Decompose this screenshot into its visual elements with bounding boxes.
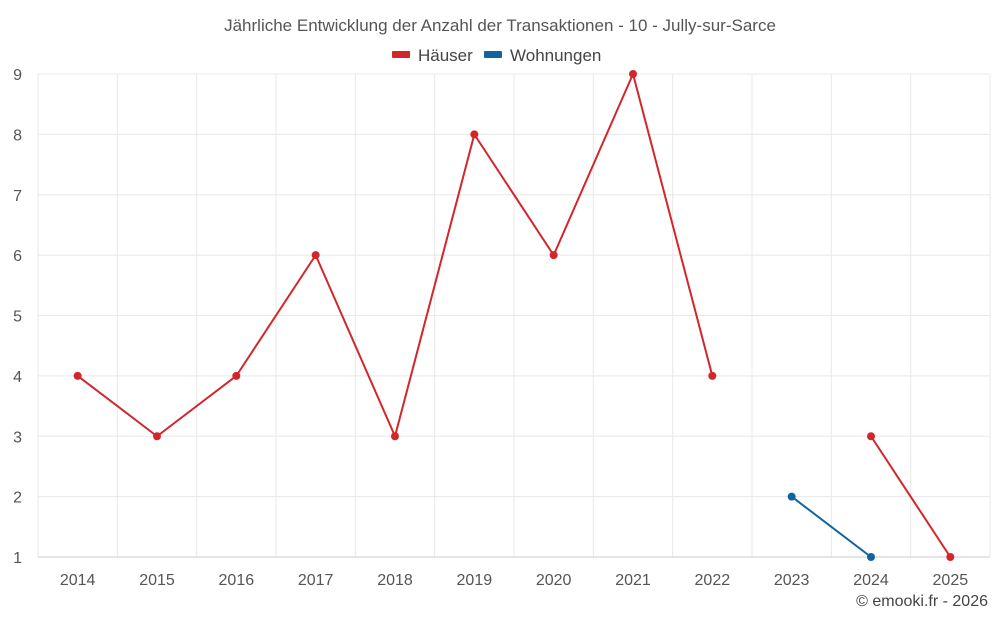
- grid: [37, 73, 991, 558]
- x-tick-label: 2024: [853, 572, 889, 589]
- data-point-haeuser: [153, 432, 161, 441]
- legend-label-haeuser: Häuser: [418, 46, 473, 65]
- data-point-haeuser: [73, 371, 82, 380]
- y-tick-label: 2: [13, 490, 22, 507]
- data-point-haeuser: [232, 371, 241, 380]
- x-tick-label: 2016: [219, 572, 255, 589]
- series-line-haeuser: [870, 435, 952, 558]
- data-point-haeuser: [549, 251, 558, 260]
- x-tick-label: 2015: [139, 572, 175, 589]
- y-tick-label: 6: [13, 248, 22, 265]
- x-tick-label: 2021: [615, 572, 651, 589]
- x-tick-label: 2019: [457, 572, 493, 589]
- credit-text: © emooki.fr - 2026: [856, 593, 988, 610]
- data-point-haeuser: [391, 432, 399, 441]
- series-line-wohnungen: [791, 495, 872, 558]
- x-tick-label: 2018: [377, 572, 413, 589]
- legend-swatch-haeuser: [392, 51, 410, 58]
- legend-swatch-wohnungen: [484, 51, 502, 58]
- y-axis-ticks: 1 2 3 4 5 6 7 8 9: [13, 67, 22, 567]
- data-point-haeuser: [946, 553, 955, 561]
- x-tick-label: 2025: [933, 572, 969, 589]
- x-tick-label: 2022: [695, 572, 731, 589]
- y-tick-label: 8: [13, 127, 22, 144]
- legend-label-wohnungen: Wohnungen: [510, 46, 601, 65]
- chart-title: Jährliche Entwicklung der Anzahl der Tra…: [224, 16, 776, 35]
- x-tick-label: 2023: [774, 572, 810, 589]
- data-point-haeuser: [708, 371, 717, 380]
- y-tick-label: 3: [13, 429, 22, 446]
- data-point-wohnungen: [787, 492, 796, 501]
- legend: Häuser Wohnungen: [392, 46, 601, 65]
- data-point-wohnungen: [867, 553, 875, 561]
- y-tick-label: 9: [13, 67, 22, 84]
- x-tick-label: 2020: [536, 572, 572, 589]
- y-tick-label: 4: [13, 369, 22, 386]
- data-point-haeuser: [629, 70, 637, 78]
- y-tick-label: 5: [13, 309, 22, 326]
- data-point-haeuser: [311, 251, 320, 260]
- data-point-haeuser: [470, 130, 479, 139]
- data-point-haeuser: [867, 432, 875, 441]
- y-tick-label: 1: [13, 550, 22, 567]
- x-axis-ticks: 2014 2015 2016 2017 2018 2019 2020 2021 2022 2023…: [60, 572, 968, 589]
- series-layer: [73, 70, 955, 561]
- x-tick-label: 2014: [60, 572, 96, 589]
- y-tick-label: 7: [13, 188, 22, 205]
- x-tick-label: 2017: [298, 572, 334, 589]
